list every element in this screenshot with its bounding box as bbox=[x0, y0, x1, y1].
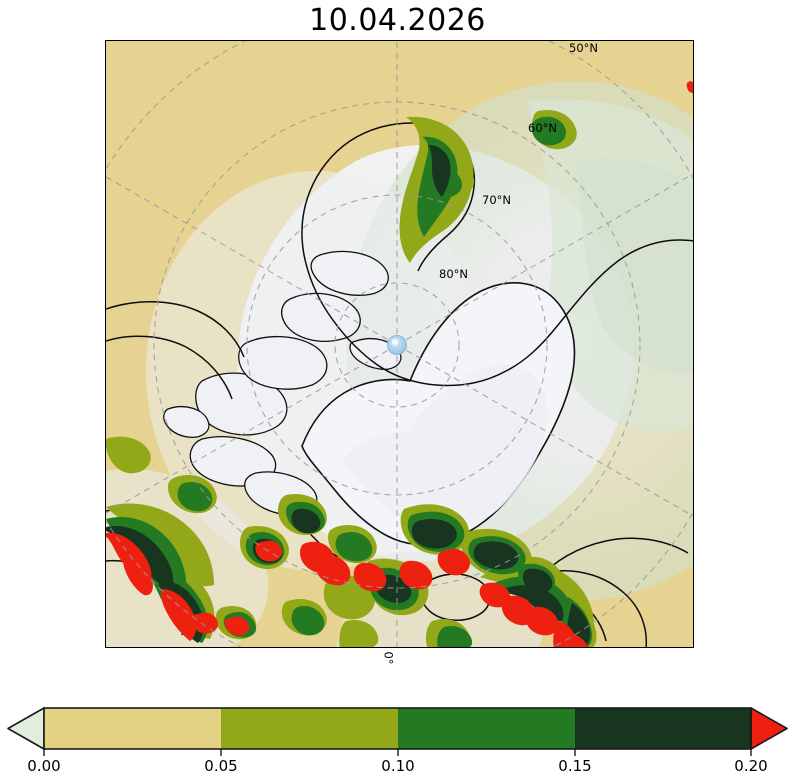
colorbar-under-arrow bbox=[7, 707, 45, 750]
canadian-arctic-archipelago bbox=[163, 250, 402, 516]
lon-line-120 bbox=[396, 173, 693, 346]
map-panel[interactable]: 50°N 60°N 70°N 80°N bbox=[105, 40, 694, 648]
latitude-labels: 50°N 60°N 70°N 80°N bbox=[439, 41, 598, 281]
arctic-map-svg: 50°N 60°N 70°N 80°N bbox=[106, 41, 693, 647]
lat-circle-80 bbox=[334, 282, 460, 408]
lat-label-80: 80°N bbox=[439, 267, 468, 281]
greenland-ice-sheet bbox=[301, 282, 576, 546]
lat-circle-70 bbox=[246, 194, 548, 496]
colorbar-tick-labels: 0.00 0.05 0.10 0.15 0.20 bbox=[27, 757, 767, 775]
colorbar-band-0 bbox=[44, 708, 221, 749]
lon-line-240 bbox=[106, 176, 398, 346]
colorbar-band-2 bbox=[398, 708, 575, 749]
north-pole-marker[interactable] bbox=[387, 335, 407, 355]
lat-label-50: 50°N bbox=[569, 41, 598, 55]
colorbar-svg: 0.00 0.05 0.10 0.15 0.20 bbox=[7, 707, 788, 775]
colorbar-tick-label-4: 0.20 bbox=[734, 757, 767, 775]
colorbar-ticks bbox=[43, 749, 752, 756]
colorbar-tick-label-2: 0.10 bbox=[381, 757, 414, 775]
colorbar[interactable]: 0.00 0.05 0.10 0.15 0.20 bbox=[0, 690, 795, 783]
colorbar-band-3 bbox=[575, 708, 751, 749]
graticule bbox=[106, 41, 693, 647]
colorbar-tick-label-3: 0.15 bbox=[558, 757, 591, 775]
page-title: 10.04.2026 bbox=[309, 2, 486, 38]
colorbar-tick-label-1: 0.05 bbox=[204, 757, 237, 775]
lat-label-70: 70°N bbox=[482, 193, 511, 207]
colorbar-band-1 bbox=[221, 708, 398, 749]
map-canvas: 50°N 60°N 70°N 80°N bbox=[106, 41, 693, 647]
lon-line-300 bbox=[106, 344, 398, 514]
colorbar-tick-label-0: 0.00 bbox=[27, 757, 60, 775]
lat-label-60: 60°N bbox=[528, 121, 557, 135]
colorbar-over-arrow bbox=[750, 707, 788, 750]
value-over-020-hotspots bbox=[106, 81, 693, 647]
lon-label-0: 0° bbox=[381, 651, 396, 665]
lon-line-60 bbox=[396, 344, 693, 517]
